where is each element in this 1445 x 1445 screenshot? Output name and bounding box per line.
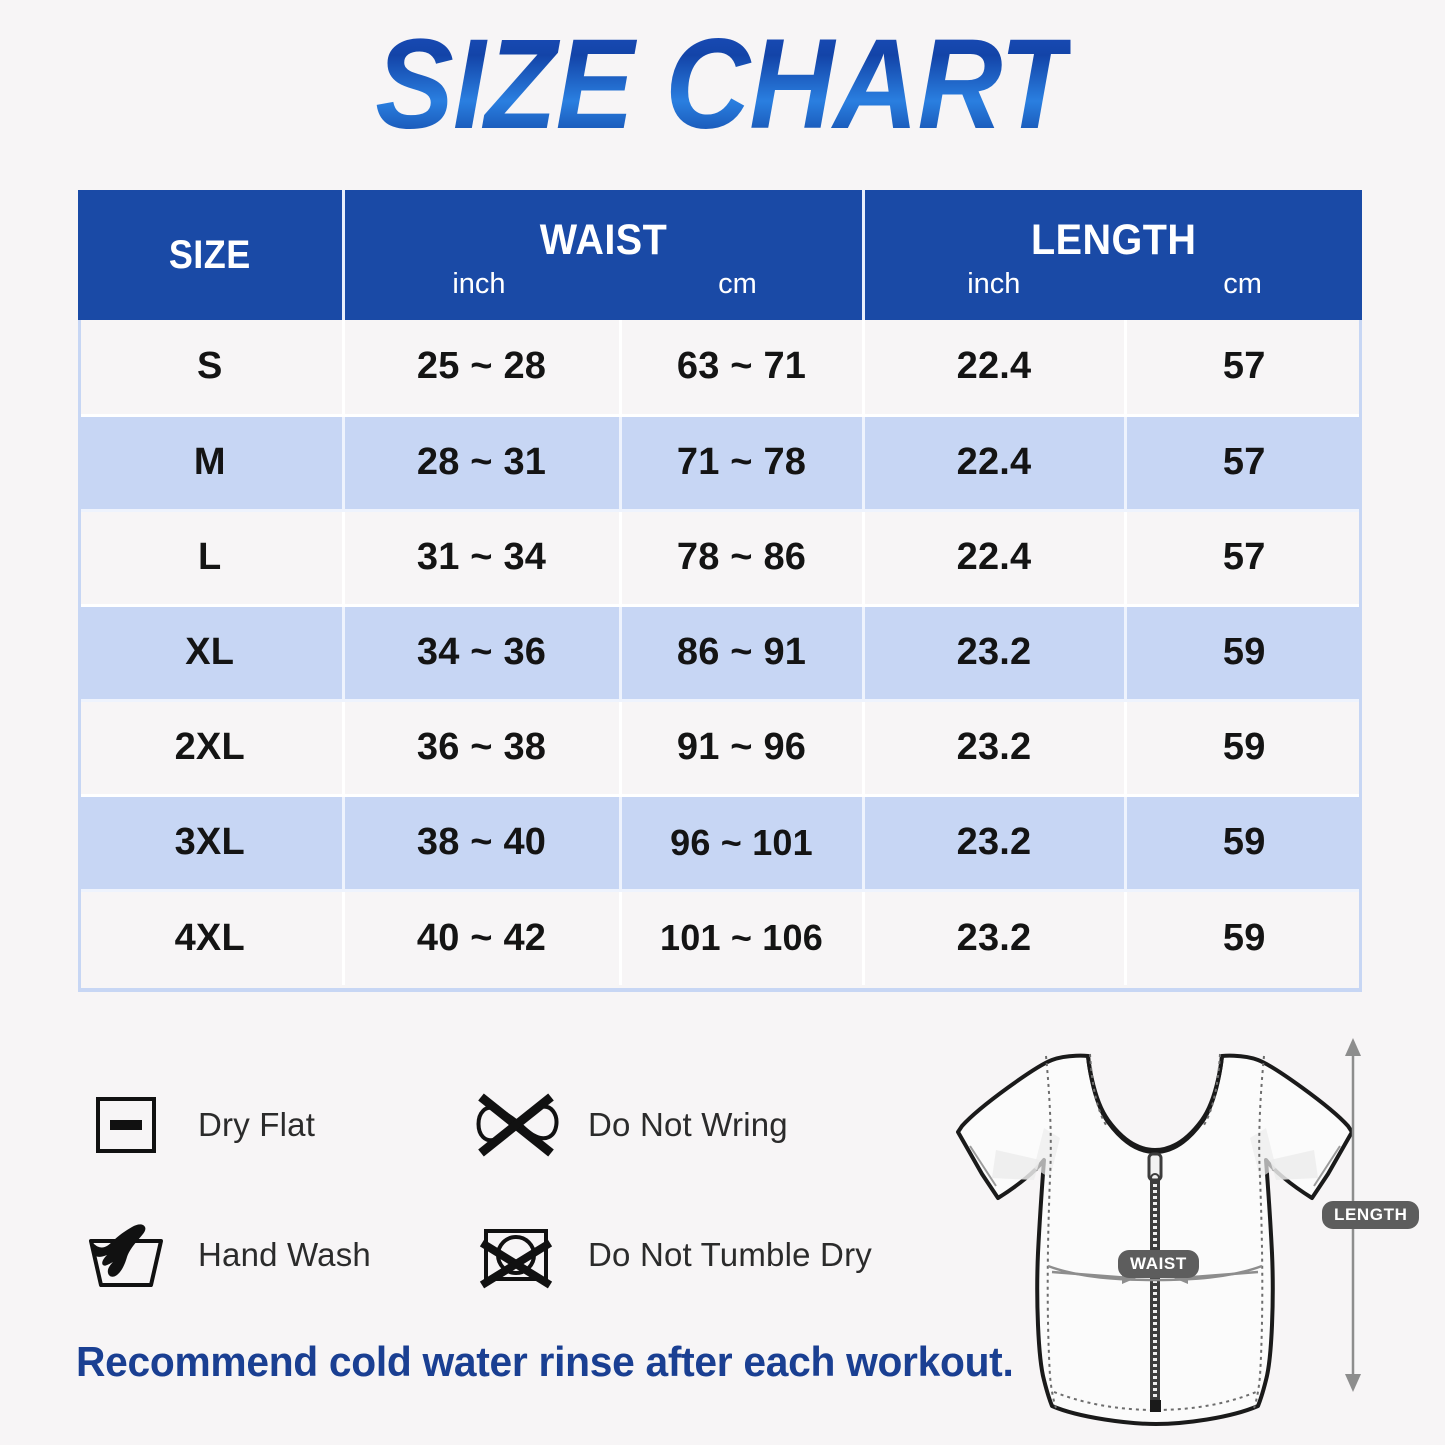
table-row: M 28 ~ 31 71 ~ 78 22.4 57	[78, 415, 1362, 512]
recommendation-note: Recommend cold water rinse after each wo…	[76, 1338, 1014, 1385]
care-item-do-not-tumble-dry: Do Not Tumble Dry	[470, 1209, 940, 1301]
cell-waist-cm: 63 ~ 71	[620, 320, 865, 417]
cell-length-cm: 59	[1125, 605, 1362, 702]
cell-size: 3XL	[78, 795, 345, 892]
cell-length-inch: 22.4	[863, 510, 1127, 607]
length-badge: LENGTH	[1322, 1201, 1420, 1229]
cell-length-inch: 22.4	[863, 415, 1127, 512]
header-sublabel-length-cm: cm	[1223, 268, 1262, 300]
page-title-container: SIZE CHART	[0, 13, 1445, 156]
cell-size: S	[78, 320, 345, 417]
waist-badge: WAIST	[1118, 1250, 1199, 1278]
cell-length-inch: 23.2	[863, 700, 1127, 797]
table-right-border	[1359, 320, 1362, 990]
do-not-wring-icon	[470, 1079, 562, 1171]
cell-length-cm: 59	[1125, 890, 1362, 985]
header-sublabel-waist-inch: inch	[452, 268, 506, 300]
header-label-size: SIZE	[168, 232, 251, 277]
header-label-length: LENGTH	[1030, 216, 1196, 264]
cell-length-cm: 57	[1125, 415, 1362, 512]
cell-length-cm: 59	[1125, 795, 1362, 892]
care-label-hand-wash: Hand Wash	[198, 1236, 371, 1273]
care-label-dry-flat: Dry Flat	[198, 1106, 316, 1143]
cell-size: 4XL	[78, 890, 345, 985]
cell-size: L	[78, 510, 345, 607]
cell-waist-inch: 40 ~ 42	[343, 890, 622, 985]
cell-size: M	[78, 415, 345, 512]
table-body: S 25 ~ 28 63 ~ 71 22.4 57 M 28 ~ 31 71 ~…	[78, 320, 1362, 985]
cell-size: 2XL	[78, 700, 345, 797]
hand-wash-icon	[80, 1209, 172, 1301]
table-bottom-border	[78, 988, 1362, 992]
cell-waist-cm: 78 ~ 86	[620, 510, 865, 607]
table-row: 2XL 36 ~ 38 91 ~ 96 23.2 59	[78, 700, 1362, 797]
cell-waist-inch: 38 ~ 40	[343, 795, 622, 892]
header-sublabel-length-inch: inch	[967, 268, 1021, 300]
care-item-dry-flat: Dry Flat	[80, 1079, 470, 1171]
dry-flat-icon	[80, 1079, 172, 1171]
cell-length-cm: 59	[1125, 700, 1362, 797]
care-label-do-not-wring: Do Not Wring	[588, 1106, 788, 1143]
cell-waist-cm: 86 ~ 91	[620, 605, 865, 702]
table-row: S 25 ~ 28 63 ~ 71 22.4 57	[78, 320, 1362, 417]
cell-length-inch: 23.2	[863, 795, 1127, 892]
cell-waist-cm: 71 ~ 78	[620, 415, 865, 512]
cell-waist-cm: 96 ~ 101	[620, 795, 865, 892]
cell-waist-inch: 34 ~ 36	[343, 605, 622, 702]
header-sublabel-waist-cm: cm	[718, 268, 757, 300]
cell-waist-inch: 31 ~ 34	[343, 510, 622, 607]
care-label-do-not-tumble-dry: Do Not Tumble Dry	[588, 1236, 872, 1273]
header-cell-waist: WAIST inch cm	[343, 190, 865, 320]
table-row: 3XL 38 ~ 40 96 ~ 101 23.2 59	[78, 795, 1362, 892]
cell-length-inch: 22.4	[863, 320, 1127, 417]
garment-svg	[956, 1038, 1361, 1426]
page-title: SIZE CHART	[374, 13, 1071, 156]
care-instructions: Dry Flat Do Not Wring	[80, 1060, 940, 1320]
size-chart-table: SIZE WAIST inch cm LENGTH	[78, 190, 1362, 985]
cell-waist-inch: 36 ~ 38	[343, 700, 622, 797]
table-row: 4XL 40 ~ 42 101 ~ 106 23.2 59	[78, 890, 1362, 985]
table-row: L 31 ~ 34 78 ~ 86 22.4 57	[78, 510, 1362, 607]
cell-length-cm: 57	[1125, 510, 1362, 607]
cell-waist-cm: 101 ~ 106	[620, 890, 865, 985]
care-item-do-not-wring: Do Not Wring	[470, 1079, 940, 1171]
header-label-waist: WAIST	[539, 216, 667, 264]
cell-size: XL	[78, 605, 345, 702]
table-header: SIZE WAIST inch cm LENGTH	[78, 190, 1362, 320]
cell-length-inch: 23.2	[863, 890, 1127, 985]
care-row-bottom: Hand Wash Do Not Tumble Dry	[80, 1190, 940, 1320]
table-row: XL 34 ~ 36 86 ~ 91 23.2 59	[78, 605, 1362, 702]
cell-waist-inch: 28 ~ 31	[343, 415, 622, 512]
table-left-border	[78, 320, 81, 990]
cell-length-cm: 57	[1125, 320, 1362, 417]
cell-waist-inch: 25 ~ 28	[343, 320, 622, 417]
header-cell-size: SIZE	[78, 190, 345, 320]
do-not-tumble-dry-icon	[470, 1209, 562, 1301]
care-item-hand-wash: Hand Wash	[80, 1209, 470, 1301]
header-cell-length: LENGTH inch cm	[863, 190, 1362, 320]
care-row-top: Dry Flat Do Not Wring	[80, 1060, 940, 1190]
garment-illustration: WAIST LENGTH	[940, 1028, 1445, 1445]
cell-length-inch: 23.2	[863, 605, 1127, 702]
cell-waist-cm: 91 ~ 96	[620, 700, 865, 797]
